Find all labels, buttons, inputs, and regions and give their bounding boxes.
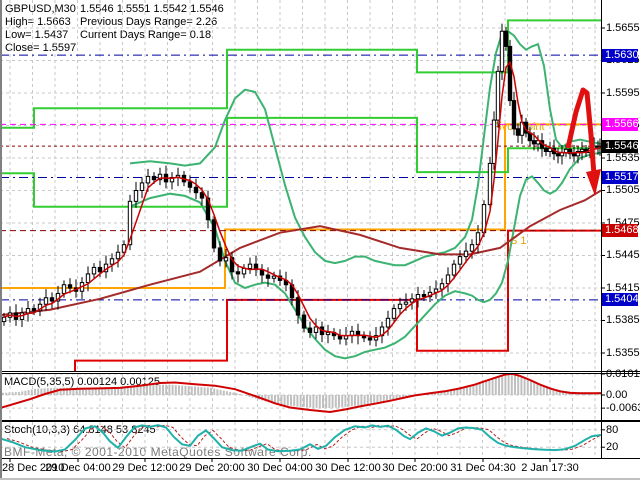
bollinger-lower	[129, 151, 601, 360]
stoch-signal-line	[6, 424, 601, 453]
price-level-box: 1.5546	[602, 139, 639, 153]
price-level-box: 1.5468	[602, 224, 639, 238]
price-tick-label: 1.5595	[606, 86, 640, 99]
prev-days-range-label: Previous Days Range= 2.26	[80, 16, 218, 28]
high-label: High= 1.5663	[5, 16, 71, 28]
time-tick-label: 2 Jan 17:30	[521, 462, 579, 474]
header-row-4: Close= 1.5597	[5, 42, 76, 54]
price-tick-label: 1.5415	[606, 281, 640, 294]
low-label: Low= 1.5437	[5, 29, 69, 41]
trend-arrow-annotation[interactable]	[565, 87, 601, 196]
arrow-head	[586, 169, 601, 196]
window-frame-bottom	[0, 478, 640, 480]
time-tick-label: 28 Dec 2010	[2, 462, 65, 474]
macd-panel[interactable]	[0, 374, 601, 414]
price-tick-label: 1.5445	[606, 249, 640, 262]
header-row-3: Low= 1.5437 Current Days Range= 0.18	[5, 29, 211, 41]
time-tick-label: 29 Dec 12:00	[112, 462, 178, 474]
fast-ma	[3, 60, 601, 339]
macd-axis-label: -0.00632	[606, 402, 640, 415]
price-tick-label: 1.5505	[606, 184, 640, 197]
daily-low-step-line	[0, 116, 601, 208]
price-level-box: 1.5404	[602, 293, 639, 307]
time-tick-label: 30 Dec 04:00	[247, 462, 313, 474]
macd-indicator-label: MACD(5,35,5) 0.00124 0.00125	[4, 376, 160, 388]
header-row-1: GBPUSD,M30 1.5546 1.5551 1.5542 1.5546	[5, 3, 224, 15]
header-row-2: High= 1.5663 Previous Days Range= 2.26	[5, 16, 217, 28]
price-level-box: 1.5566	[602, 117, 639, 131]
close-label: Close= 1.5597	[5, 42, 77, 54]
price-level-box: 1.5517	[602, 170, 639, 184]
macd-signal-line	[0, 374, 601, 414]
stochastic-panel[interactable]	[0, 424, 601, 453]
time-tick-label: 30 Dec 12:00	[315, 462, 381, 474]
window-frame-left	[0, 0, 2, 480]
price-tick-label: 1.5655	[606, 22, 640, 34]
ohlc-values: 1.5546 1.5551 1.5542 1.5546	[80, 3, 224, 15]
slow-ma	[0, 189, 601, 317]
stoch-axis-label: 20	[606, 441, 619, 454]
arrow-shaft	[565, 87, 597, 176]
price-tick-label: 1.5475	[606, 216, 640, 229]
curr-days-range-label: Current Days Range= 0.18	[80, 29, 212, 41]
stoch-axis-label: 80	[606, 423, 619, 436]
panel-borders	[0, 0, 640, 462]
time-tick-label: 30 Dec 20:00	[382, 462, 448, 474]
watermark: BMF-Meta, © 2001-2010 MetaQuotes Softwar…	[4, 445, 312, 459]
symbol-period-label: GBPUSD,M30	[5, 3, 76, 15]
candles	[1, 23, 601, 347]
macd-axis-label: 0.00	[606, 389, 628, 401]
time-tick-label: 29 Dec 20:00	[179, 462, 245, 474]
stoch-main-line	[0, 424, 601, 453]
macd-axis-label: 0.01011	[606, 368, 640, 380]
time-tick-label: 29 Dec 04:00	[45, 462, 111, 474]
price-level-box: 1.5630	[602, 48, 639, 62]
price-tick-label: 1.5535	[606, 151, 640, 164]
time-tick-label: 31 Dec 04:30	[450, 462, 516, 474]
grid	[0, 0, 601, 458]
main-price-panel[interactable]	[0, 19, 602, 371]
price-tick-label: 1.5355	[606, 346, 640, 359]
price-tick-label: 1.5385	[606, 314, 640, 327]
bollinger-upper	[129, 30, 601, 267]
